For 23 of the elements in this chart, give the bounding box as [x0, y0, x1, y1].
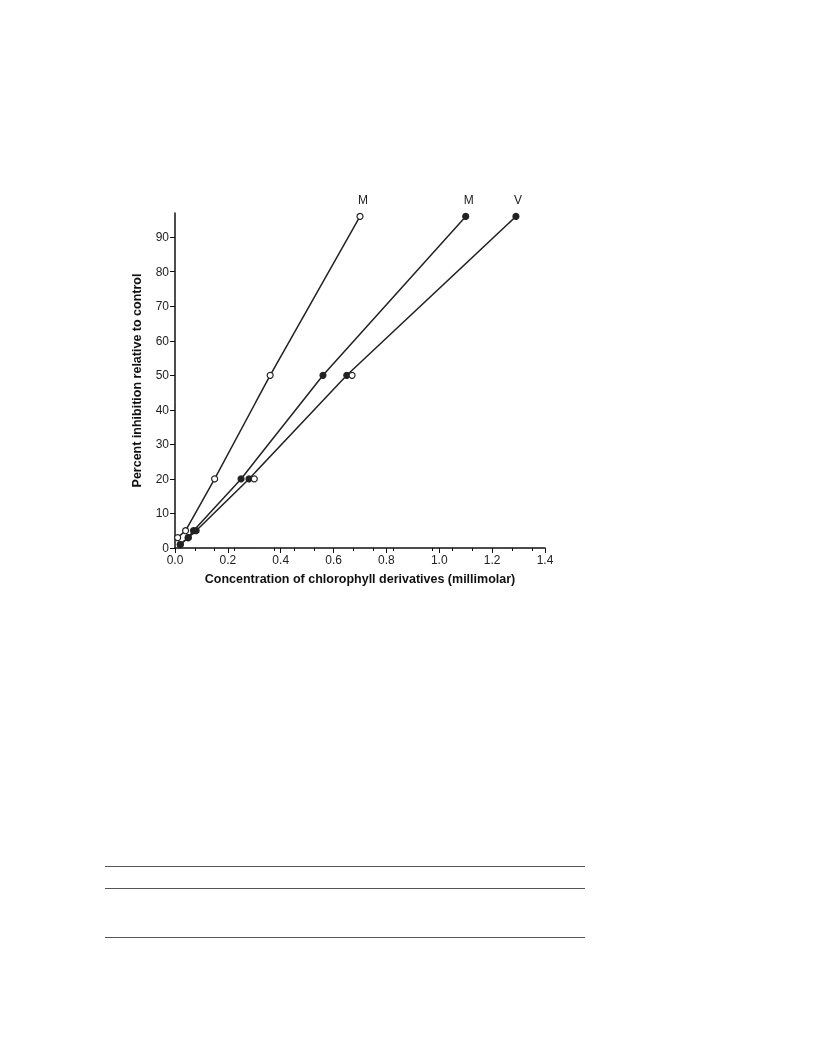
x-tick-label: 1.0 [430, 553, 448, 567]
y-tick-label: 90 [155, 230, 170, 245]
y-tick-label: 60 [155, 333, 170, 348]
y-tick-label: 40 [155, 402, 170, 417]
y-tick-label: 20 [155, 471, 170, 486]
x-tick-label: 0.6 [325, 553, 343, 567]
x-tick-label: 0.2 [219, 553, 237, 567]
y-tick-label: 50 [155, 368, 170, 383]
y-tick-label: 0 [162, 541, 170, 555]
x-tick-label: 1.4 [536, 553, 554, 567]
y-tick-label: 10 [155, 506, 170, 521]
x-tick-label: 0.0 [166, 553, 184, 567]
y-tick-label: 30 [155, 437, 170, 452]
series-label: M [463, 193, 474, 208]
y-tick-label: 70 [155, 299, 170, 314]
series-label: V [513, 193, 522, 208]
y-tick-label: 80 [155, 264, 170, 279]
y-axis-title: Percent inhibition relative to control [129, 273, 144, 488]
x-tick-label: 1.2 [483, 553, 501, 567]
x-axis-title: Concentration of chlorophyll derivatives (millimolar) [204, 571, 516, 586]
x-tick-label: 0.4 [272, 553, 290, 567]
x-tick-label: 0.8 [378, 553, 396, 567]
series-label: M [358, 193, 368, 208]
